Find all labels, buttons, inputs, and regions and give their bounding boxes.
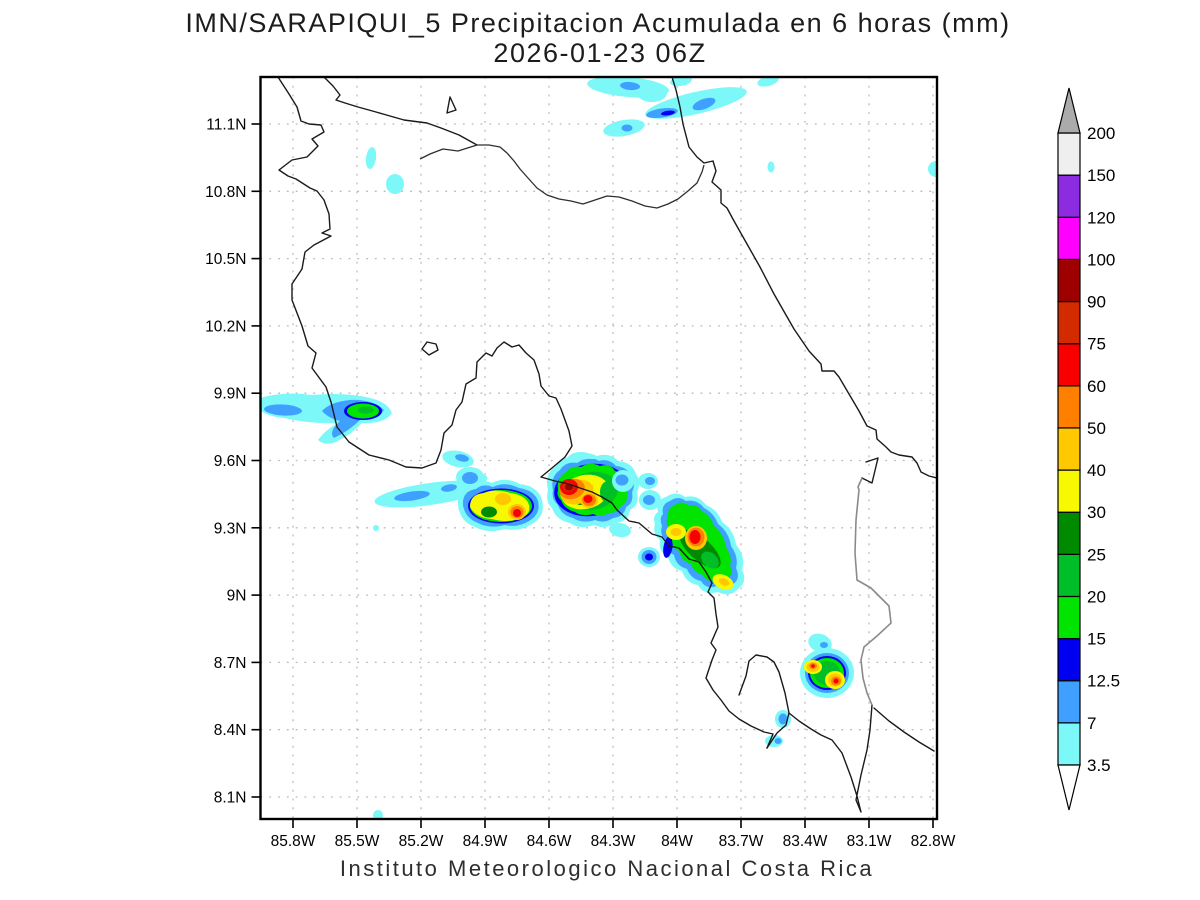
precip-spots-misc xyxy=(365,147,936,819)
precip-cell-central-west xyxy=(457,479,543,532)
colorbar-level-label: 7 xyxy=(1087,714,1096,733)
precip-bands-west xyxy=(374,450,488,508)
panama-border xyxy=(854,477,892,706)
y-tick-label: 8.1N xyxy=(214,790,247,807)
plot-title: IMN/SARAPIQUI_5 Precipitacion Acumulada … xyxy=(185,8,1010,38)
axis-ticks: 85.8W 85.5W 85.2W 84.9W 84.6W 84.3W 84W 83.7W 83… xyxy=(205,117,956,851)
colorbar-box xyxy=(1057,216,1081,260)
colorbar-box xyxy=(1057,637,1081,682)
colorbar-level-label: 90 xyxy=(1087,293,1106,312)
colorbar-box xyxy=(1057,300,1081,345)
colorbar-box xyxy=(1057,385,1081,429)
y-tick-label: 9N xyxy=(227,588,247,605)
x-tick-label: 84.6W xyxy=(527,833,572,850)
colorbar-box xyxy=(1057,595,1081,640)
gridlines xyxy=(260,77,937,819)
map-frame xyxy=(259,75,939,821)
lake-island xyxy=(446,96,457,114)
colorbar-level-label: 50 xyxy=(1087,419,1106,438)
x-tick-label: 83.7W xyxy=(719,833,764,850)
colorbar-box xyxy=(1057,511,1081,555)
footer-credit: Instituto Meteorologico Nacional Costa R… xyxy=(340,856,874,881)
colorbar-box xyxy=(1057,343,1081,387)
colorbar-level-label: 20 xyxy=(1087,587,1106,606)
colorbar-level-label: 100 xyxy=(1087,250,1115,269)
x-tick-label: 85.8W xyxy=(271,833,316,850)
colorbar-level-label: 15 xyxy=(1087,630,1106,649)
x-tick-label: 83.1W xyxy=(847,833,892,850)
burica-coastline xyxy=(788,704,873,813)
lake-nicaragua-shore xyxy=(324,78,478,146)
nicaragua-border-west xyxy=(419,144,478,160)
precip-cell-guanacaste xyxy=(261,393,392,444)
colorbar-below-arrow xyxy=(1057,764,1081,811)
colorbar-level-label: 120 xyxy=(1087,208,1115,227)
x-tick-label: 84.3W xyxy=(591,833,636,850)
colorbar-box xyxy=(1057,174,1081,218)
colorbar-box xyxy=(1057,258,1081,303)
y-tick-label: 10.8N xyxy=(205,184,246,201)
colorbar-level-label: 40 xyxy=(1087,461,1106,480)
bocas-inlet xyxy=(861,457,879,484)
x-tick-label: 82.8W xyxy=(911,833,956,850)
y-tick-label: 11.1N xyxy=(206,117,246,134)
y-tick-label: 8.7N xyxy=(214,655,247,672)
colorbar-above-arrow xyxy=(1057,87,1081,134)
y-tick-label: 9.9N xyxy=(214,386,247,403)
precip-cell-north-streaks xyxy=(587,78,779,137)
colorbar-level-label: 3.5 xyxy=(1087,756,1111,775)
colorbar-level-label: 30 xyxy=(1087,503,1106,522)
colorbar-level-label: 60 xyxy=(1087,377,1106,396)
colorbar-legend: 3.5 7 12.5 15 20 25 30 40 50 60 75 90 100 120 150 200 xyxy=(1057,87,1120,811)
y-tick-label: 8.4N xyxy=(214,722,247,739)
x-tick-label: 84.9W xyxy=(463,833,508,850)
precip-cell-osa xyxy=(765,633,854,747)
chira-island xyxy=(421,341,439,356)
x-tick-label: 84W xyxy=(661,833,693,850)
plot-datetime: 2026-01-23 06Z xyxy=(493,38,706,68)
pacific-coastline xyxy=(277,78,774,749)
y-tick-label: 10.2N xyxy=(205,318,246,335)
precip-cell-south-chain xyxy=(638,493,745,595)
coastlines xyxy=(277,78,936,813)
colorbar-level-label: 12.5 xyxy=(1087,672,1120,691)
x-tick-label: 85.5W xyxy=(335,833,380,850)
x-tick-label: 83.4W xyxy=(783,833,828,850)
y-tick-label: 9.6N xyxy=(214,453,247,470)
colorbar-box xyxy=(1057,680,1081,724)
panama-pacific-coastline xyxy=(873,707,935,752)
colorbar-box xyxy=(1057,132,1081,176)
precipitation-shading xyxy=(261,78,936,819)
colorbar-level-label: 150 xyxy=(1087,166,1115,185)
colorbar-box xyxy=(1057,553,1081,598)
colorbar-box xyxy=(1057,469,1081,513)
x-tick-label: 85.2W xyxy=(399,833,444,850)
y-tick-label: 9.3N xyxy=(214,520,247,537)
caribbean-coastline xyxy=(671,78,936,479)
colorbar-box xyxy=(1057,722,1081,766)
y-tick-label: 10.5N xyxy=(205,251,246,268)
colorbar-level-label: 200 xyxy=(1087,124,1115,143)
golfo-dulce-coastline xyxy=(738,654,790,749)
colorbar-box xyxy=(1057,427,1081,471)
colorbar-level-label: 25 xyxy=(1087,545,1106,564)
nicaragua-border-east xyxy=(477,144,705,209)
precip-cell-central-east xyxy=(547,452,672,538)
colorbar-level-label: 75 xyxy=(1087,335,1106,354)
